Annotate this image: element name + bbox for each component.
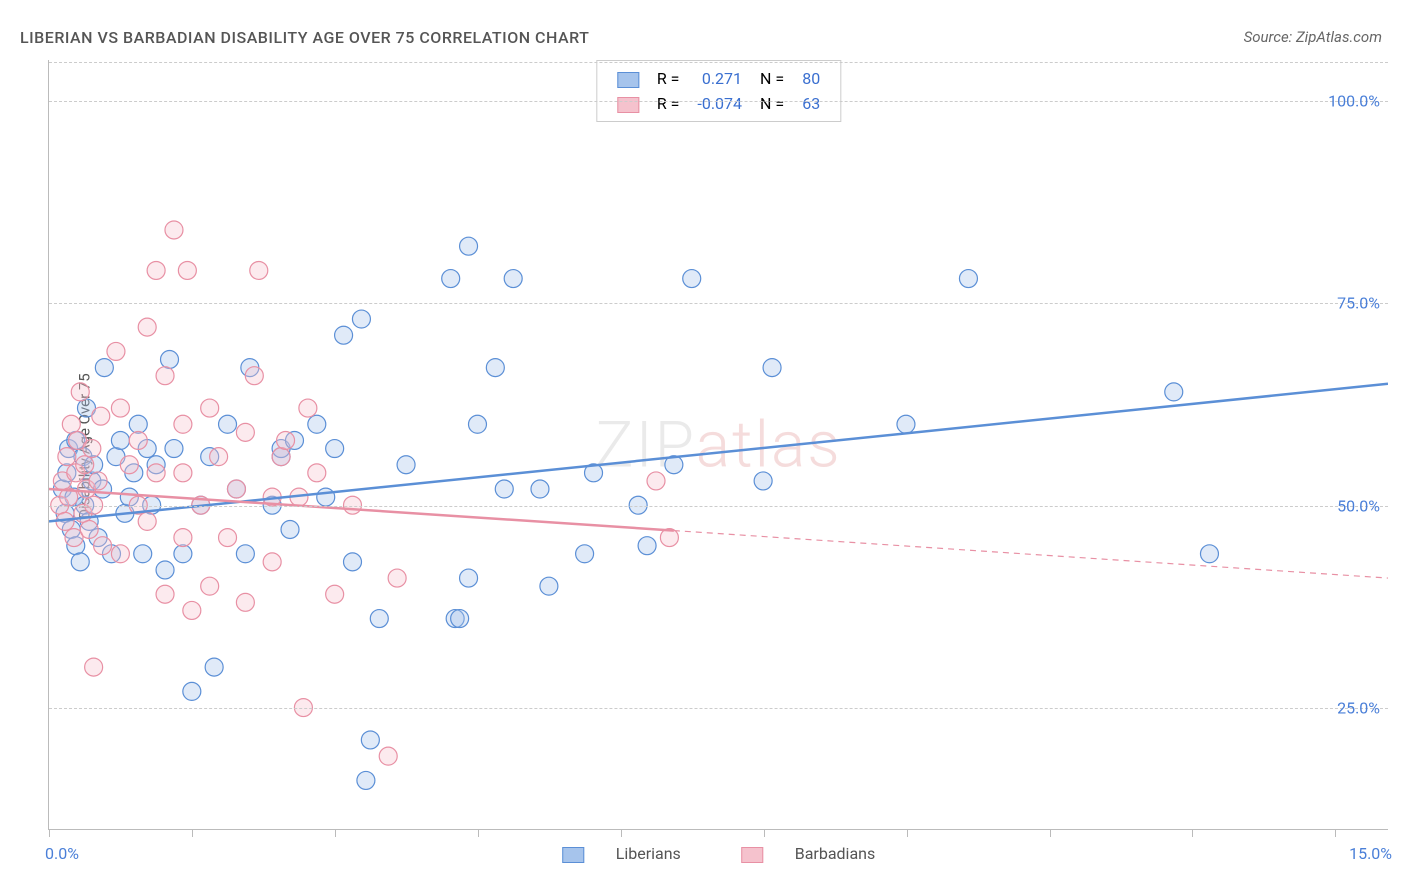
chart-title: LIBERIAN VS BARBADIAN DISABILITY AGE OVE… (20, 28, 589, 47)
swatch-liberians-bottom (562, 847, 584, 863)
n-value-barbadians: 63 (794, 92, 828, 115)
r-value-liberians: 0.271 (689, 67, 750, 90)
x-max-label: 15.0% (1349, 844, 1392, 863)
legend-correlation: R = 0.271 N = 80 R = -0.074 N = 63 (596, 60, 841, 122)
scatter-layer (49, 60, 1388, 829)
plot-area: ZIPatlas R = 0.271 N = 80 R = -0.074 N =… (48, 60, 1388, 830)
y-tick-label: 25.0% (1337, 699, 1380, 718)
source-attribution: Source: ZipAtlas.com (1244, 28, 1382, 46)
n-value-liberians: 80 (794, 67, 828, 90)
x-min-label: 0.0% (45, 844, 79, 863)
legend-series: Liberians Barbadians (534, 844, 904, 863)
swatch-liberians (617, 72, 639, 88)
r-value-barbadians: -0.074 (689, 92, 750, 115)
y-tick-label: 75.0% (1337, 294, 1380, 313)
watermark: ZIPatlas (595, 407, 841, 482)
swatch-barbadians-bottom (741, 847, 763, 863)
legend-row-barbadians: R = -0.074 N = 63 (609, 92, 828, 115)
y-tick-label: 100.0% (1328, 91, 1380, 110)
y-tick-label: 50.0% (1337, 496, 1380, 515)
chart-container: { "title": "LIBERIAN VS BARBADIAN DISABI… (0, 0, 1406, 892)
legend-row-liberians: R = 0.271 N = 80 (609, 67, 828, 90)
swatch-barbadians (617, 97, 639, 113)
